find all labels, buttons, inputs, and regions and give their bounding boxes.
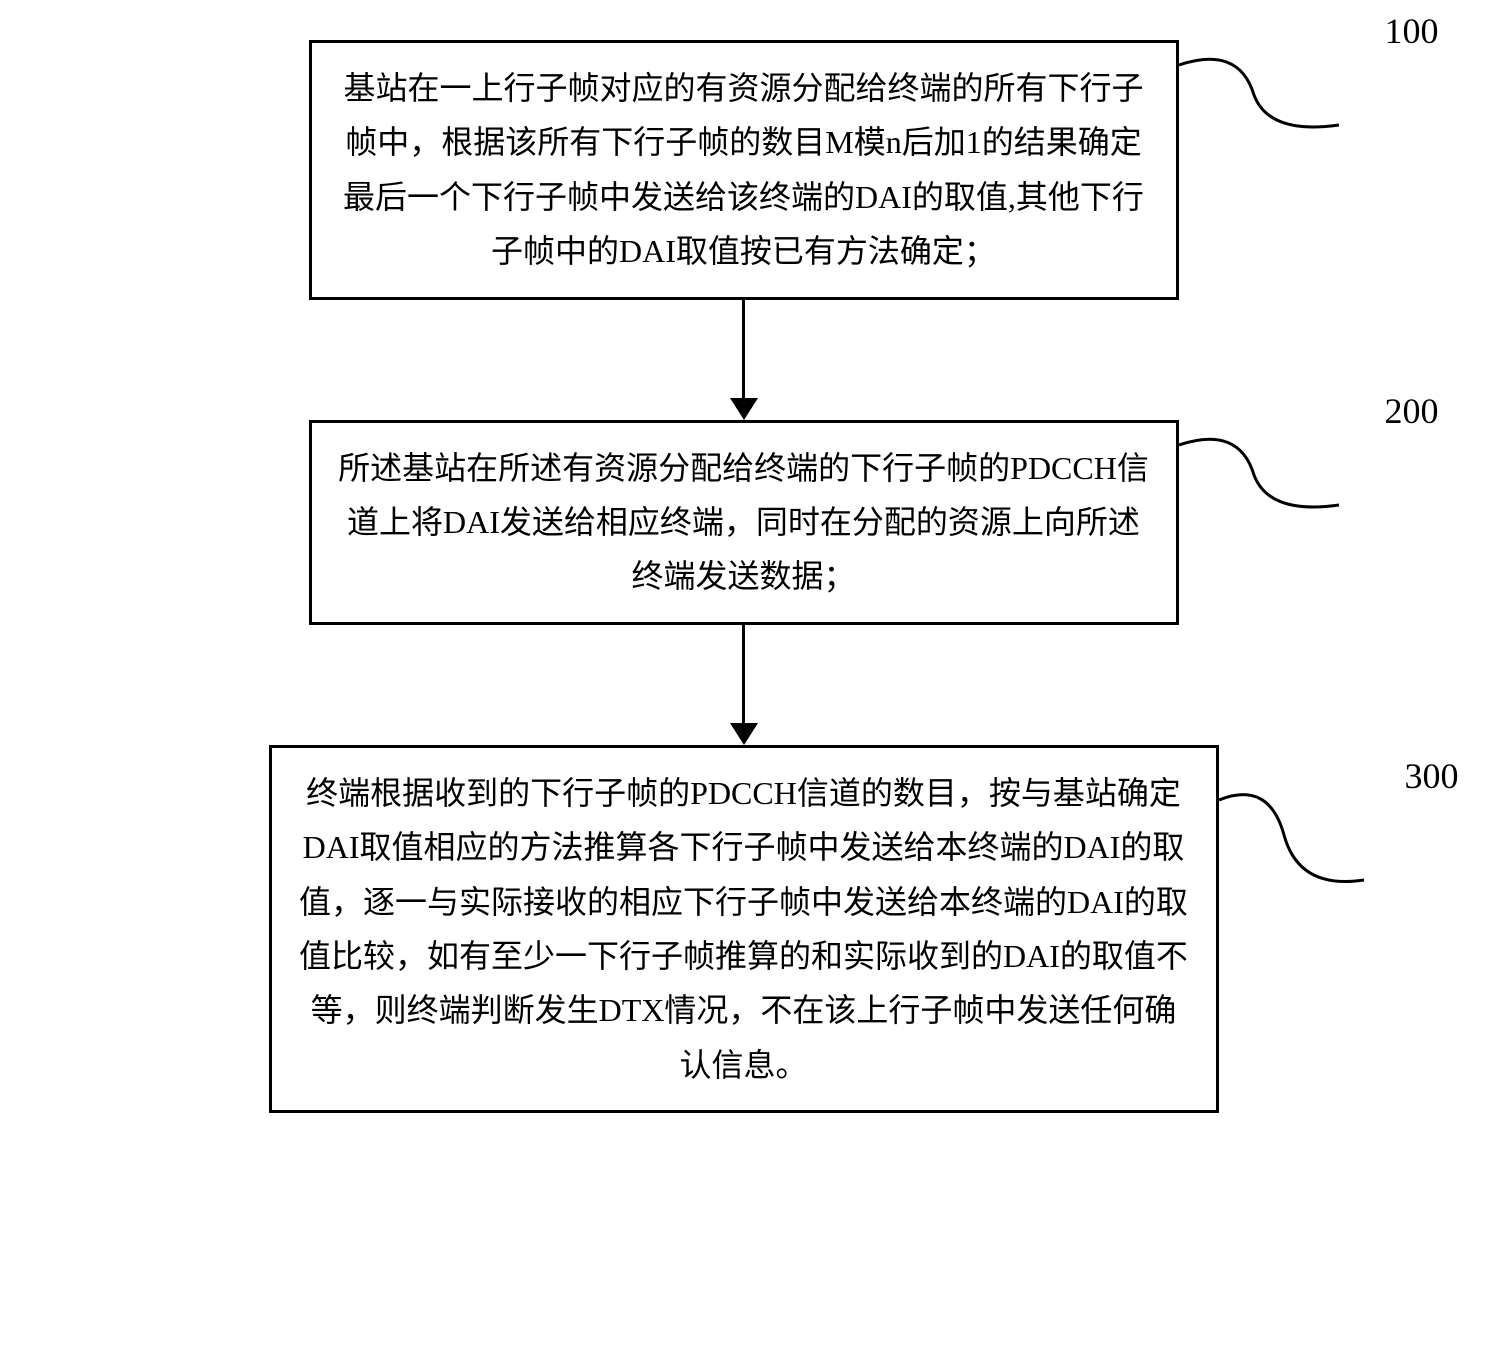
- connector-curve-300: [1219, 765, 1379, 895]
- flowchart-step-300: 终端根据收到的下行子帧的PDCCH信道的数目，按与基站确定DAI取值相应的方法推…: [269, 745, 1219, 1113]
- arrow-2-to-3: [730, 625, 758, 745]
- flowchart-step-200: 所述基站在所述有资源分配给终端的下行子帧的PDCCH信道上将DAI发送给相应终端…: [309, 420, 1179, 625]
- step-label-300: 300: [1405, 755, 1459, 797]
- arrow-line: [742, 625, 745, 723]
- step-label-200: 200: [1385, 390, 1439, 432]
- step-100-text: 基站在一上行子帧对应的有资源分配给终端的所有下行子帧中，根据该所有下行子帧的数目…: [343, 70, 1144, 269]
- step-wrapper-3: 终端根据收到的下行子帧的PDCCH信道的数目，按与基站确定DAI取值相应的方法推…: [269, 745, 1219, 1113]
- flowchart-step-100: 基站在一上行子帧对应的有资源分配给终端的所有下行子帧中，根据该所有下行子帧的数目…: [309, 40, 1179, 300]
- arrow-line: [742, 300, 745, 398]
- connector-curve-200: [1179, 410, 1359, 520]
- step-wrapper-1: 基站在一上行子帧对应的有资源分配给终端的所有下行子帧中，根据该所有下行子帧的数目…: [309, 40, 1179, 300]
- flowchart-container: 基站在一上行子帧对应的有资源分配给终端的所有下行子帧中，根据该所有下行子帧的数目…: [40, 40, 1447, 1113]
- arrow-1-to-2: [730, 300, 758, 420]
- step-label-100: 100: [1385, 10, 1439, 52]
- step-200-text: 所述基站在所述有资源分配给终端的下行子帧的PDCCH信道上将DAI发送给相应终端…: [338, 450, 1149, 595]
- arrow-head-icon: [730, 398, 758, 420]
- step-wrapper-2: 所述基站在所述有资源分配给终端的下行子帧的PDCCH信道上将DAI发送给相应终端…: [309, 420, 1179, 625]
- step-300-text: 终端根据收到的下行子帧的PDCCH信道的数目，按与基站确定DAI取值相应的方法推…: [299, 775, 1188, 1083]
- arrow-head-icon: [730, 723, 758, 745]
- connector-curve-100: [1179, 30, 1359, 140]
